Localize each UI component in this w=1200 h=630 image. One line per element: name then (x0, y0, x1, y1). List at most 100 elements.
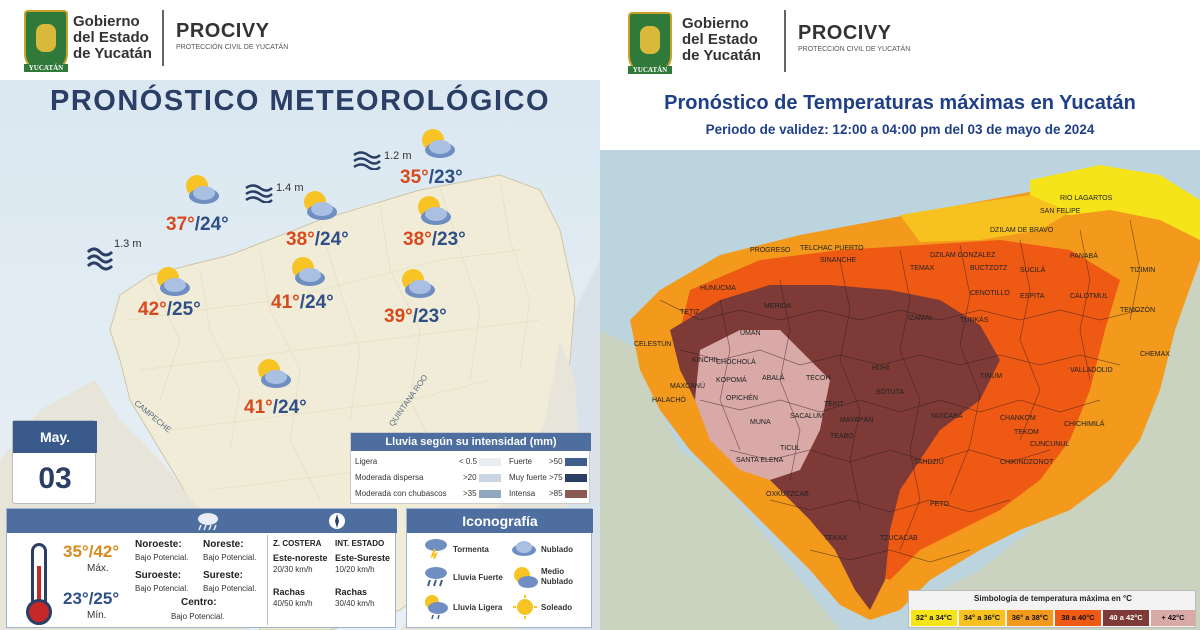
icon-label: Soleado (541, 603, 573, 612)
thermometer-bulb (26, 599, 52, 625)
municipality-label: TEMAX (910, 265, 934, 272)
municipality-label: CALOTMUL (1070, 293, 1108, 300)
municipality-label: MAYAPÁN (840, 415, 873, 424)
municipality-label: MERIDA (764, 303, 792, 310)
municipality-label: SANTA ELENA (736, 457, 784, 464)
summary-panel: 35°/42° Máx. 23°/25° Mín. Noroeste: Bajo… (6, 508, 397, 628)
legend-bin: 36° a 38°C (1007, 610, 1053, 626)
icon-label: Nublado (541, 545, 573, 554)
summary-header (7, 509, 397, 533)
rain-cloud-icon (198, 513, 218, 531)
municipality-label: TINUM (980, 373, 1002, 380)
yucatan-shield-logo: YUCATÁN (24, 10, 68, 72)
temperature-map: RIO LAGARTOS SAN FELIPE DZILAM DE BRAVO … (600, 150, 1200, 630)
rain-range: >50 (549, 457, 563, 466)
partly-cloudy-icon (258, 359, 291, 388)
gov-name-line1: Gobierno (73, 13, 140, 30)
header-divider (784, 10, 786, 72)
forecast-temp: 38°/23° (403, 229, 466, 250)
forecast-temp: 39°/23° (384, 306, 447, 327)
compass-icon (329, 513, 345, 529)
coastal-title: Z. COSTERA (273, 539, 322, 548)
municipality-label: BUCTZOTZ (970, 265, 1008, 272)
partly-cloudy-icon (422, 129, 455, 158)
rain-legend-title: Lluvia según su intensidad (mm) (351, 433, 591, 451)
wave-height-label: 1.2 m (384, 150, 412, 162)
legend-bin: 34° a 36°C (959, 610, 1005, 626)
header: YUCATÁN Gobierno del Estado de Yucatán P… (0, 0, 600, 80)
municipality-label: HUHÍ (872, 363, 889, 372)
region-name: Noroeste: (135, 539, 182, 550)
header-divider (162, 10, 164, 66)
municipality-label: DZILAM DE BRAVO (990, 227, 1054, 234)
icon-label: Tormenta (453, 545, 489, 554)
storm-icon (425, 539, 447, 559)
wave-height-label: 1.4 m (276, 182, 304, 194)
municipality-label: CUNCUNUL (1030, 441, 1069, 448)
municipality-label: TEKAX (824, 535, 847, 542)
municipality-label: IZAMAL (908, 315, 933, 322)
municipality-label: SUCILÁ (1020, 265, 1046, 274)
yucatan-shield-logo: YUCATÁN (628, 12, 672, 74)
municipality-label: CHANKOM (1000, 415, 1036, 422)
icon-label: Lluvia Ligera (453, 603, 503, 612)
gov-name-line1: Gobierno (682, 15, 749, 32)
interior-gusts: 30/40 km/h (335, 599, 375, 608)
rain-label: Ligera (355, 457, 378, 466)
municipality-label: CELESTÚN (634, 339, 671, 348)
region-name: Centro: (181, 597, 217, 608)
municipality-label: VALLADOLID (1070, 367, 1113, 374)
calendar-month: May. (13, 421, 97, 453)
rain-label: Muy fuerte (509, 473, 547, 482)
municipality-label: ESPITA (1020, 293, 1045, 300)
municipality-label: CHIKINDZONOT (1000, 459, 1054, 466)
wave-icon (86, 247, 114, 271)
forecast-temp: 35°/23° (400, 167, 463, 188)
municipality-label: PANABÁ (1070, 251, 1098, 260)
partly-cloudy-icon (304, 191, 337, 220)
coastal-gusts: 40/50 km/h (273, 599, 313, 608)
partly-cloudy-icon (418, 196, 451, 225)
procivy-subtitle: PROTECCIÓN CIVIL DE YUCATÁN (798, 46, 911, 53)
min-label: Mín. (87, 610, 107, 621)
municipality-label: MAXCANÚ (670, 381, 705, 390)
procivy-subtitle: PROTECCIÓN CIVIL DE YUCATÁN (176, 44, 289, 51)
partly-cloudy-icon (292, 257, 325, 286)
validity-period: Periodo de validez: 12:00 a 04:00 pm del… (705, 122, 1095, 137)
gov-name-line3: de Yucatán (73, 45, 152, 62)
rain-label: Moderada dispersa (355, 473, 424, 482)
municipality-label: CHOCHOLÁ (716, 357, 756, 366)
municipality-label: KOPOMÁ (716, 375, 747, 384)
interior-wind-speed: 10/20 km/h (335, 565, 375, 574)
max-label: Máx. (87, 563, 109, 574)
partly-cloudy-icon (514, 567, 538, 588)
legend-bin: 32° a 34°C (911, 610, 957, 626)
municipality-label: HUNUCMA (700, 285, 736, 292)
forecast-temp: 42°/25° (138, 299, 201, 320)
cloud-icon (512, 541, 536, 556)
region-status: Bajo Potencial. (171, 612, 225, 621)
wave-icon (353, 151, 381, 170)
region-status: Bajo Potencial. (135, 584, 189, 593)
region-status: Bajo Potencial. (203, 553, 257, 562)
wave-height-label: 1.3 m (114, 238, 142, 250)
procivy-logo-text: PROCIVY (176, 20, 270, 42)
rain-swatch (479, 490, 501, 498)
divider (267, 535, 268, 625)
municipality-label: TEMOZÓN (1120, 305, 1155, 314)
rain-label: Fuerte (509, 457, 533, 466)
sun-icon (513, 595, 537, 619)
rain-range: >35 (463, 489, 477, 498)
icon-label: Medio Nublado (541, 567, 573, 586)
municipality-label: CHICHIMILÁ (1064, 419, 1105, 428)
quintana-roo-land (920, 250, 1200, 630)
rain-swatch (479, 458, 501, 466)
municipality-label: KINCHIL (692, 357, 720, 364)
municipality-label: DZILAM GONZALEZ (930, 252, 996, 259)
municipality-label: SAN FELIPE (1040, 208, 1081, 215)
coastal-wind-dir: Este-noreste (273, 553, 328, 563)
municipality-label: RIO LAGARTOS (1060, 195, 1113, 202)
municipality-label: YAXCABÁ (930, 411, 963, 420)
temperature-map-panel: YUCATÁN Gobierno del Estado de Yucatán P… (600, 0, 1200, 630)
interior-wind-dir: Este-Sureste (335, 553, 391, 563)
